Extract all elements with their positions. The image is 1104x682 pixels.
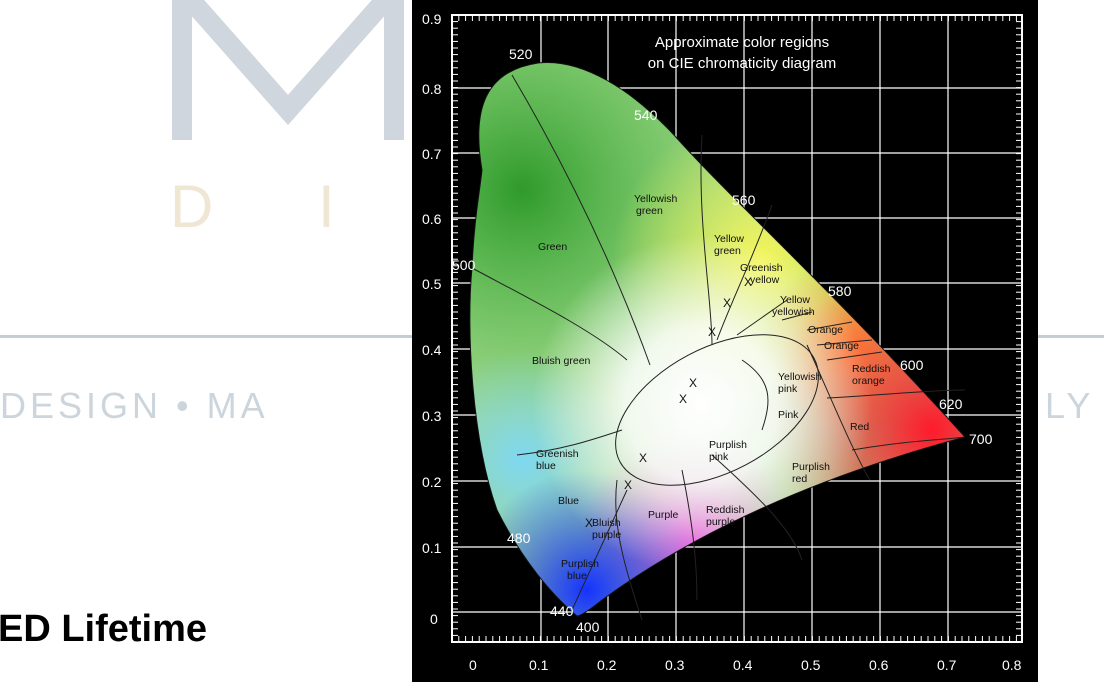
slide-title: ED Lifetime — [0, 608, 208, 650]
region-label: green — [714, 245, 741, 257]
y-tick-label: 0.9 — [422, 11, 442, 27]
x-marker: X — [689, 376, 697, 390]
diagram-caption-line1: Approximate color regions — [655, 34, 829, 51]
wavelength-label: 500 — [452, 257, 476, 273]
region-label: Red — [850, 421, 869, 433]
wavelength-label: 700 — [969, 431, 993, 447]
region-label: Yellow — [780, 294, 810, 306]
x-tick-label: 0.6 — [869, 657, 889, 673]
x-tick-label: 0.7 — [937, 657, 957, 673]
region-label: Yellowish — [778, 371, 822, 383]
x-tick-label: 0.8 — [1002, 657, 1022, 673]
x-tick-label: 0.3 — [665, 657, 685, 673]
region-label: Bluish green — [532, 355, 591, 367]
region-label: Greenish — [740, 262, 783, 274]
x-tick-label: 0.1 — [529, 657, 549, 673]
region-label: Yellow — [714, 233, 744, 245]
minor-ticks — [451, 14, 1022, 642]
y-tick-label: 0.7 — [422, 146, 442, 162]
x-marker: X — [639, 451, 647, 465]
y-tick-label: 0.3 — [422, 408, 442, 424]
x-marker: X — [624, 478, 632, 492]
x-marker: X — [679, 392, 687, 406]
wavelength-label: 580 — [828, 283, 852, 299]
y-tick-label: 0.1 — [422, 540, 442, 556]
region-label: yellow — [750, 274, 780, 286]
background-tagline-left: DESIGN • MA — [0, 385, 269, 426]
x-tick-label: 0 — [469, 657, 477, 673]
x-tick-label: 0.5 — [801, 657, 821, 673]
region-labels: Yellowish green Green Yellow green Green… — [532, 193, 891, 582]
cie-chromaticity-diagram: 0.9 0.8 0.7 0.6 0.5 0.4 0.3 0.2 0.1 0 0 … — [422, 11, 1023, 673]
wavelength-label: 480 — [507, 530, 531, 546]
region-label: Orange — [808, 324, 843, 336]
region-label: Pink — [778, 409, 799, 421]
wavelength-label: 440 — [550, 603, 574, 619]
background-tagline-right: LY — [1045, 385, 1095, 426]
y-tick-label: 0.6 — [422, 211, 442, 227]
y-tick-label: 0 — [430, 611, 438, 627]
y-tick-label: 0.8 — [422, 81, 442, 97]
y-tick-label: 0.5 — [422, 276, 442, 292]
spectral-locus-fill — [469, 62, 965, 616]
region-label: Orange — [824, 340, 859, 352]
region-label: orange — [852, 375, 885, 387]
region-label: Reddish — [706, 504, 745, 516]
y-tick-label: 0.2 — [422, 474, 442, 490]
x-tick-label: 0.4 — [733, 657, 753, 673]
plot-frame — [451, 14, 1023, 643]
wavelength-label: 560 — [732, 192, 756, 208]
region-label: Purplish — [561, 558, 599, 570]
region-label: blue — [536, 460, 556, 472]
y-tick-label: 0.4 — [422, 342, 442, 358]
region-label: pink — [709, 451, 729, 463]
region-label: purple — [706, 516, 735, 528]
x-marker: X — [708, 325, 716, 339]
region-label: Greenish — [536, 448, 579, 460]
diagram-caption-line2: on CIE chromaticity diagram — [648, 55, 836, 72]
region-label: Reddish — [852, 363, 891, 375]
wavelength-label: 400 — [576, 619, 600, 635]
region-label: Blue — [558, 495, 579, 507]
x-tick-label: 0.2 — [597, 657, 617, 673]
region-label: Purplish — [709, 439, 747, 451]
x-marker: X — [585, 516, 593, 530]
region-label: Purple — [648, 509, 679, 521]
region-label: Bluish — [592, 517, 621, 529]
wavelength-label: 620 — [939, 396, 963, 412]
region-label: Yellowish — [634, 193, 678, 205]
x-marker: X — [744, 275, 752, 289]
region-label: red — [792, 473, 807, 485]
reference-markers: X X X X X X X X — [585, 275, 752, 530]
region-label: pink — [778, 383, 798, 395]
region-label: green — [636, 205, 663, 217]
wavelength-label: 540 — [634, 107, 658, 123]
wavelength-label: 520 — [509, 46, 533, 62]
region-label: yellowish — [772, 306, 815, 318]
region-label: Green — [538, 241, 567, 253]
cie-diagram-panel: 0.9 0.8 0.7 0.6 0.5 0.4 0.3 0.2 0.1 0 0 … — [412, 0, 1038, 682]
wavelength-label: 600 — [900, 357, 924, 373]
region-label: Purplish — [792, 461, 830, 473]
spectral-locus-outline — [469, 61, 966, 617]
region-boundaries — [471, 74, 966, 621]
region-label: purple — [592, 529, 621, 541]
background-logo-m — [172, 0, 404, 140]
x-marker: X — [723, 296, 731, 310]
region-label: blue — [567, 570, 587, 582]
